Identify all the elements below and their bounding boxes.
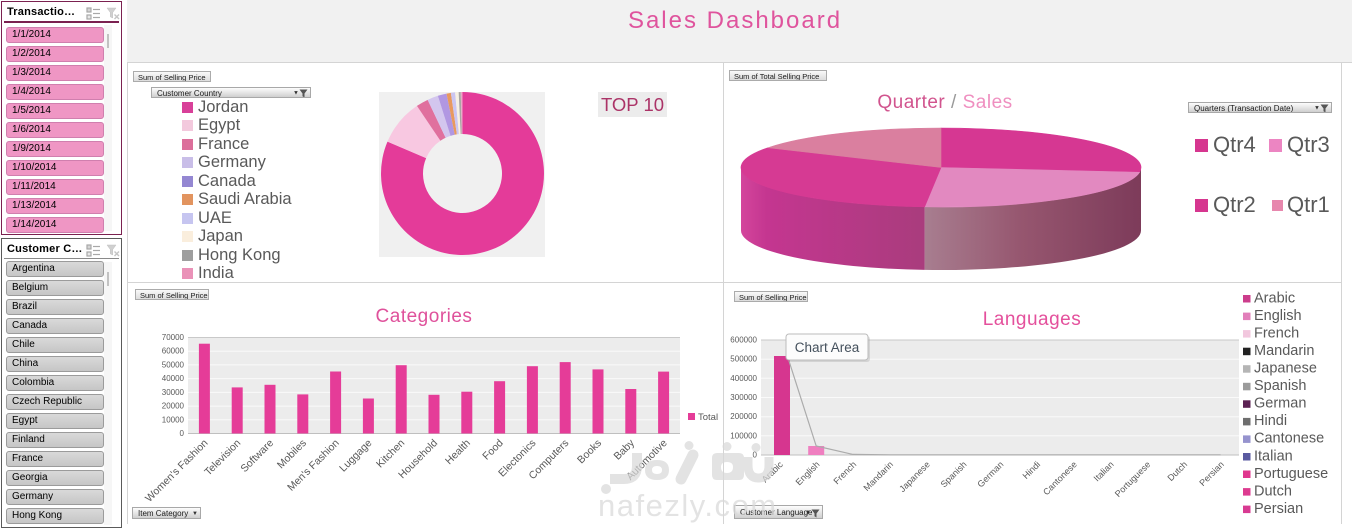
svg-text:Chart Area: Chart Area: [795, 340, 860, 355]
svg-text:Food: Food: [480, 437, 506, 463]
svg-text:English: English: [1254, 308, 1302, 324]
svg-text:600000: 600000: [730, 336, 757, 345]
svg-text:Languages: Languages: [983, 309, 1082, 330]
svg-text:500000: 500000: [730, 355, 757, 364]
svg-text:200000: 200000: [730, 412, 757, 421]
svg-text:Health: Health: [443, 437, 473, 467]
svg-text:Hindi: Hindi: [1254, 413, 1287, 429]
svg-text:Dutch: Dutch: [1166, 459, 1190, 483]
svg-text:Persian: Persian: [1254, 501, 1303, 517]
svg-text:Spanish: Spanish: [939, 459, 969, 489]
svg-text:German: German: [1254, 396, 1306, 412]
svg-text:Luggage: Luggage: [337, 437, 375, 475]
svg-text:Software: Software: [238, 437, 276, 475]
svg-text:Persian: Persian: [1197, 459, 1226, 488]
svg-text:Television: Television: [202, 437, 243, 478]
svg-text:60000: 60000: [162, 347, 185, 356]
svg-text:Italian: Italian: [1092, 459, 1116, 483]
svg-text:nafezly.com: nafezly.com: [598, 488, 778, 523]
svg-text:Portuguese: Portuguese: [1254, 466, 1328, 482]
svg-text:Women's Fashion: Women's Fashion: [143, 437, 211, 505]
svg-text:Total: Total: [698, 412, 718, 423]
svg-text:0: 0: [180, 429, 185, 438]
svg-text:100000: 100000: [730, 431, 757, 440]
svg-text:Cantonese: Cantonese: [1041, 459, 1079, 497]
svg-text:Cantonese: Cantonese: [1254, 431, 1324, 447]
svg-text:Mandarin: Mandarin: [1254, 343, 1314, 359]
svg-text:10000: 10000: [162, 415, 185, 424]
svg-text:Categories: Categories: [376, 306, 473, 327]
svg-text:Dutch: Dutch: [1254, 483, 1292, 499]
svg-text:English: English: [794, 459, 822, 487]
svg-text:20000: 20000: [162, 402, 185, 411]
svg-text:50000: 50000: [162, 360, 185, 369]
svg-text:Japanese: Japanese: [1254, 361, 1317, 377]
svg-text:70000: 70000: [162, 333, 185, 342]
svg-text:Hindi: Hindi: [1021, 459, 1043, 481]
svg-text:Italian: Italian: [1254, 448, 1293, 464]
svg-text:40000: 40000: [162, 374, 185, 383]
svg-text:Mandarin: Mandarin: [862, 459, 896, 493]
svg-text:30000: 30000: [162, 388, 185, 397]
svg-text:Arabic: Arabic: [1254, 290, 1295, 306]
svg-text:Japanese: Japanese: [897, 459, 932, 494]
svg-text:400000: 400000: [730, 374, 757, 383]
svg-text:300000: 300000: [730, 393, 757, 402]
svg-text:German: German: [975, 459, 1005, 489]
svg-text:French: French: [831, 459, 858, 486]
svg-text:Spanish: Spanish: [1254, 378, 1306, 394]
svg-text:French: French: [1254, 325, 1299, 341]
svg-text:Portuguese: Portuguese: [1113, 459, 1153, 499]
svg-text:0: 0: [753, 451, 758, 460]
